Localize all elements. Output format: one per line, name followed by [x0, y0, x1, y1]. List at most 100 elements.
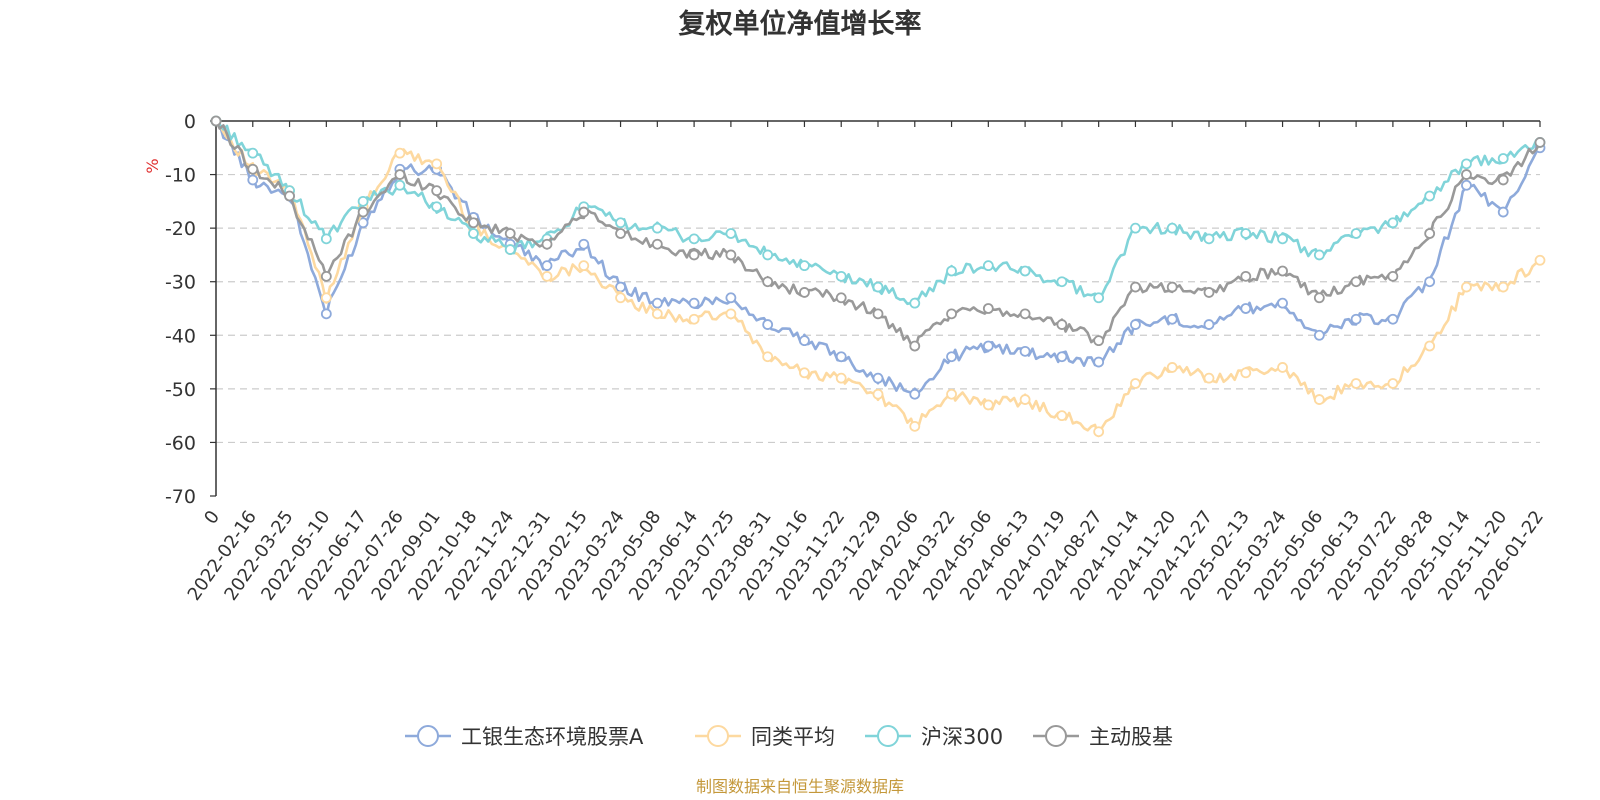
data-point	[1056, 276, 1068, 288]
legend-label: 主动股基	[1089, 725, 1173, 749]
data-point	[431, 158, 443, 170]
y-tick-label: -70	[165, 486, 196, 508]
data-point	[1093, 356, 1105, 368]
data-point	[1240, 303, 1252, 314]
data-point	[431, 185, 443, 197]
data-point	[615, 217, 626, 229]
data-point	[468, 228, 479, 239]
data-point	[1461, 158, 1472, 170]
data-point	[651, 308, 663, 320]
data-point	[394, 179, 406, 191]
data-point	[578, 238, 590, 250]
data-point	[1387, 217, 1399, 229]
data-point	[504, 228, 516, 239]
data-point	[725, 292, 737, 304]
data-point	[909, 297, 921, 309]
y-axis-label: %	[143, 158, 162, 173]
data-point	[688, 313, 700, 325]
data-point	[541, 270, 553, 282]
legend-swatch-marker	[1045, 725, 1067, 747]
data-point	[835, 372, 847, 384]
data-point	[247, 147, 259, 159]
data-point	[1350, 378, 1362, 389]
data-point	[541, 238, 553, 250]
data-point	[1424, 276, 1436, 288]
data-point	[651, 297, 663, 309]
chart-title: 复权单位净值增长率	[679, 8, 922, 40]
data-point	[247, 163, 259, 175]
legend: 工银生态环境股票A 同类平均 沪深300 主动股基	[405, 725, 1173, 749]
data-point	[1497, 153, 1509, 164]
data-point	[909, 388, 921, 400]
data-point	[1240, 367, 1252, 379]
data-point	[394, 147, 406, 159]
data-point	[1277, 265, 1288, 277]
data-point	[946, 388, 957, 400]
data-point	[872, 388, 884, 400]
data-point	[1093, 426, 1105, 438]
data-point	[762, 319, 774, 330]
data-point	[1313, 394, 1325, 405]
legend-swatch-marker	[417, 725, 439, 747]
data-point	[1130, 281, 1141, 293]
data-point	[1019, 345, 1031, 357]
data-point	[799, 260, 810, 272]
data-point	[762, 276, 774, 288]
y-tick-label: -60	[165, 432, 196, 454]
series-lines	[210, 115, 1546, 438]
legend-label: 工银生态环境股票A	[461, 725, 644, 749]
data-point	[762, 249, 774, 261]
data-point	[1387, 378, 1399, 389]
data-point	[1350, 228, 1362, 239]
data-point	[909, 340, 921, 352]
data-point	[1461, 169, 1472, 180]
data-point	[1203, 372, 1215, 384]
data-point	[1461, 179, 1472, 191]
data-point	[725, 228, 737, 239]
data-point	[872, 308, 884, 320]
data-point	[1387, 270, 1399, 282]
data-point	[1166, 222, 1178, 234]
data-point	[1497, 281, 1509, 293]
data-point	[468, 217, 479, 229]
data-point	[1019, 394, 1031, 405]
data-point	[615, 292, 626, 304]
data-point	[799, 335, 810, 347]
data-point	[1203, 287, 1215, 298]
data-point	[1240, 228, 1252, 239]
data-point	[1056, 351, 1068, 363]
x-tick-label: 0	[200, 507, 224, 528]
data-point	[982, 340, 994, 352]
data-point	[909, 420, 921, 432]
y-tick-label: -30	[165, 272, 196, 294]
data-point	[1019, 265, 1031, 277]
data-point	[1166, 362, 1178, 373]
data-point	[1130, 378, 1141, 389]
data-point	[320, 308, 332, 320]
data-point	[1497, 174, 1509, 186]
data-point	[1166, 281, 1178, 293]
y-tick-label: 0	[184, 111, 196, 133]
data-point	[578, 206, 590, 218]
data-point	[210, 115, 222, 127]
data-point	[1424, 228, 1436, 239]
data-point	[762, 351, 774, 363]
data-point	[651, 238, 663, 250]
data-point	[688, 249, 700, 261]
data-point	[1240, 270, 1252, 282]
data-point	[284, 190, 295, 202]
data-point	[1203, 319, 1215, 330]
data-point	[504, 244, 516, 255]
data-point	[431, 201, 443, 213]
data-point	[1093, 335, 1105, 347]
data-point	[946, 351, 957, 363]
data-point	[799, 287, 810, 298]
data-point	[1019, 308, 1031, 320]
data-point	[1277, 297, 1288, 309]
source-note: 制图数据来自恒生聚源数据库	[696, 777, 904, 796]
data-point	[1424, 190, 1436, 202]
data-point	[946, 308, 957, 320]
data-point	[320, 270, 332, 282]
data-point	[1350, 276, 1362, 288]
